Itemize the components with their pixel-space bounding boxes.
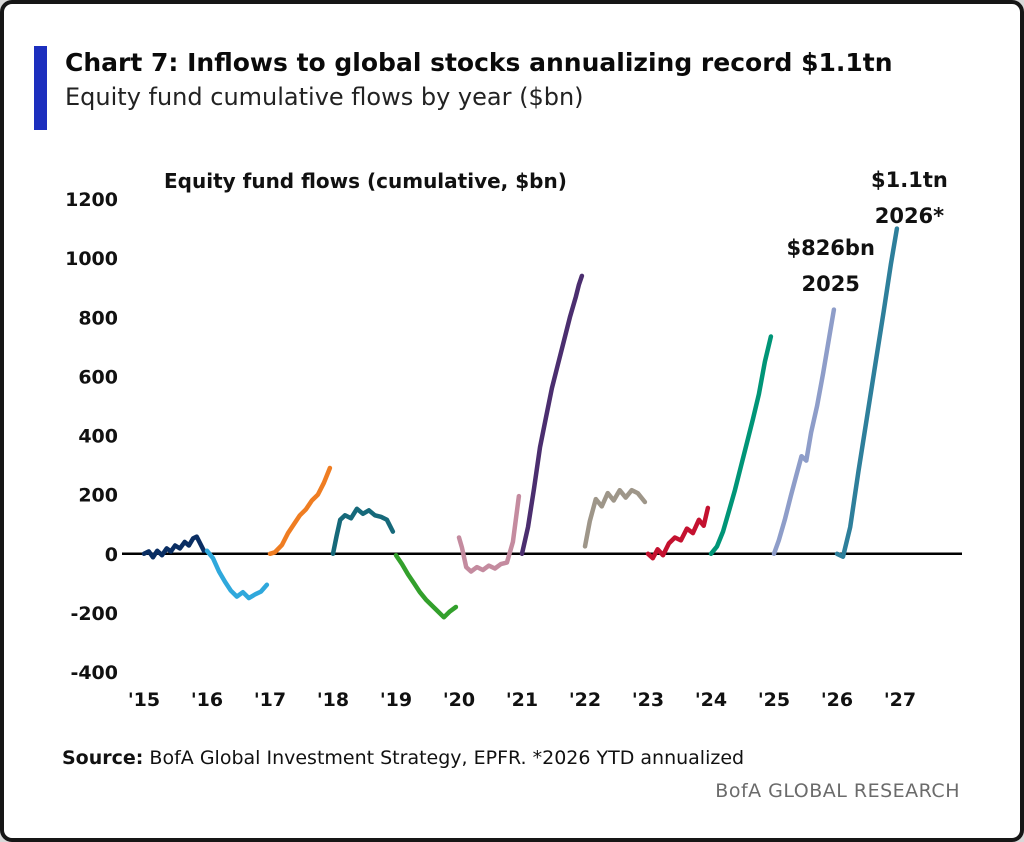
- series-line-2019: [393, 552, 459, 620]
- series-line-2017: [267, 465, 333, 557]
- x-tick-label: '23: [632, 689, 664, 711]
- annotation-0-line-0: $1.1tn: [871, 168, 948, 192]
- series-line-2018: [330, 506, 396, 557]
- page-title: Chart 7: Inflows to global stocks annual…: [65, 48, 893, 77]
- x-tick-label: '15: [128, 689, 160, 711]
- y-tick-label: -200: [70, 603, 118, 625]
- x-tick-label: '21: [506, 689, 538, 711]
- x-tick-label: '17: [254, 689, 286, 711]
- source-line: Source: BofA Global Investment Strategy,…: [62, 747, 744, 769]
- x-tick-label: '26: [821, 689, 853, 711]
- title-block: Chart 7: Inflows to global stocks annual…: [65, 46, 893, 130]
- y-tick-label: 800: [78, 307, 118, 329]
- title-accent-bar: [34, 46, 47, 130]
- series-line-2024: [708, 334, 774, 557]
- header: Chart 7: Inflows to global stocks annual…: [34, 46, 893, 130]
- series-line-2015: [141, 534, 207, 560]
- y-tick-label: 600: [78, 366, 118, 388]
- annotation-0-line-1: 2026*: [875, 204, 944, 228]
- series-line-2021: [519, 273, 585, 557]
- x-tick-label: '19: [380, 689, 412, 711]
- series-line-2016: [204, 548, 270, 601]
- x-tick-label: '20: [443, 689, 475, 711]
- series-line-2020: [456, 493, 522, 574]
- x-tick-label: '25: [758, 689, 790, 711]
- y-tick-label: 0: [105, 544, 118, 566]
- x-tick-label: '27: [884, 689, 916, 711]
- source-text: BofA Global Investment Strategy, EPFR. *…: [143, 747, 745, 769]
- series-line-2025: [771, 307, 837, 557]
- y-tick-label: 400: [78, 426, 118, 448]
- chart-inner-title: Equity fund flows (cumulative, $bn): [164, 169, 567, 193]
- series-line-2026: [834, 226, 900, 559]
- series-line-2022: [582, 487, 648, 549]
- chart-canvas: 1200 1000 800 600 400 200 0 -200 -400 '15 '16 '17 '1…: [65, 168, 962, 711]
- y-tick-label: -400: [70, 662, 118, 684]
- x-tick-label: '24: [695, 689, 727, 711]
- annotation-1-line-1: 2025: [801, 272, 859, 296]
- series-line-2023: [645, 505, 711, 561]
- y-tick-label: 1000: [65, 248, 118, 270]
- source-label: Source:: [62, 747, 144, 769]
- x-tick-label: '22: [569, 689, 601, 711]
- x-tick-label: '18: [317, 689, 349, 711]
- y-tick-label: 200: [78, 485, 118, 507]
- brand-mark: BofA GLOBAL RESEARCH: [715, 780, 960, 802]
- annotation-1-line-0: $826bn: [786, 236, 874, 260]
- page-subtitle: Equity fund cumulative flows by year ($b…: [65, 82, 584, 111]
- x-tick-label: '16: [191, 689, 223, 711]
- y-tick-label: 1200: [65, 189, 118, 211]
